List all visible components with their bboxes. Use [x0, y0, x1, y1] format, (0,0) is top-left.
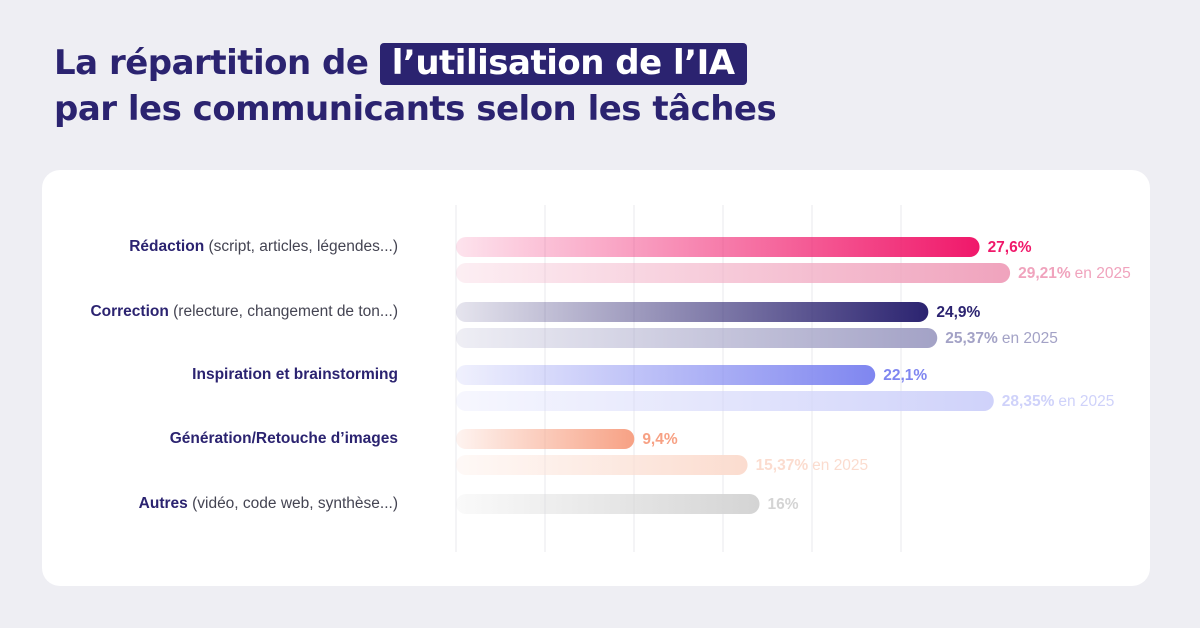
- value-2025: 29,21%: [1018, 265, 1071, 282]
- value-label: 9,4%: [642, 431, 678, 448]
- value-label-2025: 25,37% en 2025: [945, 330, 1058, 347]
- bar-2024: [456, 429, 635, 449]
- title-part1: La répartition de: [54, 43, 369, 83]
- value-2025: 25,37%: [945, 330, 998, 347]
- suffix-2025: en 2025: [1075, 265, 1131, 282]
- category-name: Correction: [90, 303, 169, 320]
- title-highlight: l’utilisation de l’IA: [379, 43, 747, 85]
- bar-2025: [456, 263, 1011, 283]
- category-detail: (vidéo, code web, synthèse...): [187, 495, 398, 512]
- category-detail: (relecture, changement de ton...): [168, 303, 398, 320]
- category-name: Rédaction: [129, 238, 205, 255]
- category-label: Inspiration et brainstorming: [192, 366, 398, 384]
- bar-2024: [456, 302, 929, 322]
- chart-card: 27,6% 29,21% en 2025 24,9% 25,37% en 2025 22,1…: [42, 170, 1150, 586]
- category-label: Autres (vidéo, code web, synthèse...): [139, 495, 398, 513]
- value-label: 24,9%: [936, 304, 980, 321]
- value-2025: 15,37%: [756, 457, 809, 474]
- suffix-2025: en 2025: [1002, 330, 1058, 347]
- value-2025: 28,35%: [1002, 393, 1055, 410]
- category-label: Rédaction (script, articles, légendes...…: [129, 238, 398, 256]
- bar-2025: [456, 328, 938, 348]
- bar-2025: [456, 455, 748, 475]
- value-label-2025: 29,21% en 2025: [1018, 265, 1131, 282]
- value-label: 27,6%: [988, 239, 1032, 256]
- category-label: Correction (relecture, changement de ton…: [90, 303, 398, 321]
- category-name: Génération/Retouche d’images: [169, 430, 398, 447]
- value-label-2025: 28,35% en 2025: [1002, 393, 1115, 410]
- category-label: Génération/Retouche d’images: [170, 430, 398, 448]
- value-label: 16%: [768, 496, 799, 513]
- category-name: Autres: [138, 495, 188, 512]
- bar-2024: [456, 237, 980, 257]
- value-label-2025: 15,37% en 2025: [756, 457, 869, 474]
- bar-2024: [456, 365, 876, 385]
- category-detail: (script, articles, légendes...): [204, 238, 398, 255]
- bar-2024: [456, 494, 760, 514]
- suffix-2025: en 2025: [812, 457, 868, 474]
- title-line-2: par les communicants selon les tâches: [54, 89, 777, 129]
- value-label: 22,1%: [883, 367, 927, 384]
- suffix-2025: en 2025: [1058, 393, 1114, 410]
- category-name: Inspiration et brainstorming: [192, 366, 398, 383]
- chart-title: La répartition de l’utilisation de l’IA …: [54, 40, 777, 132]
- bar-2025: [456, 391, 994, 411]
- title-line-1: La répartition de l’utilisation de l’IA: [54, 40, 776, 86]
